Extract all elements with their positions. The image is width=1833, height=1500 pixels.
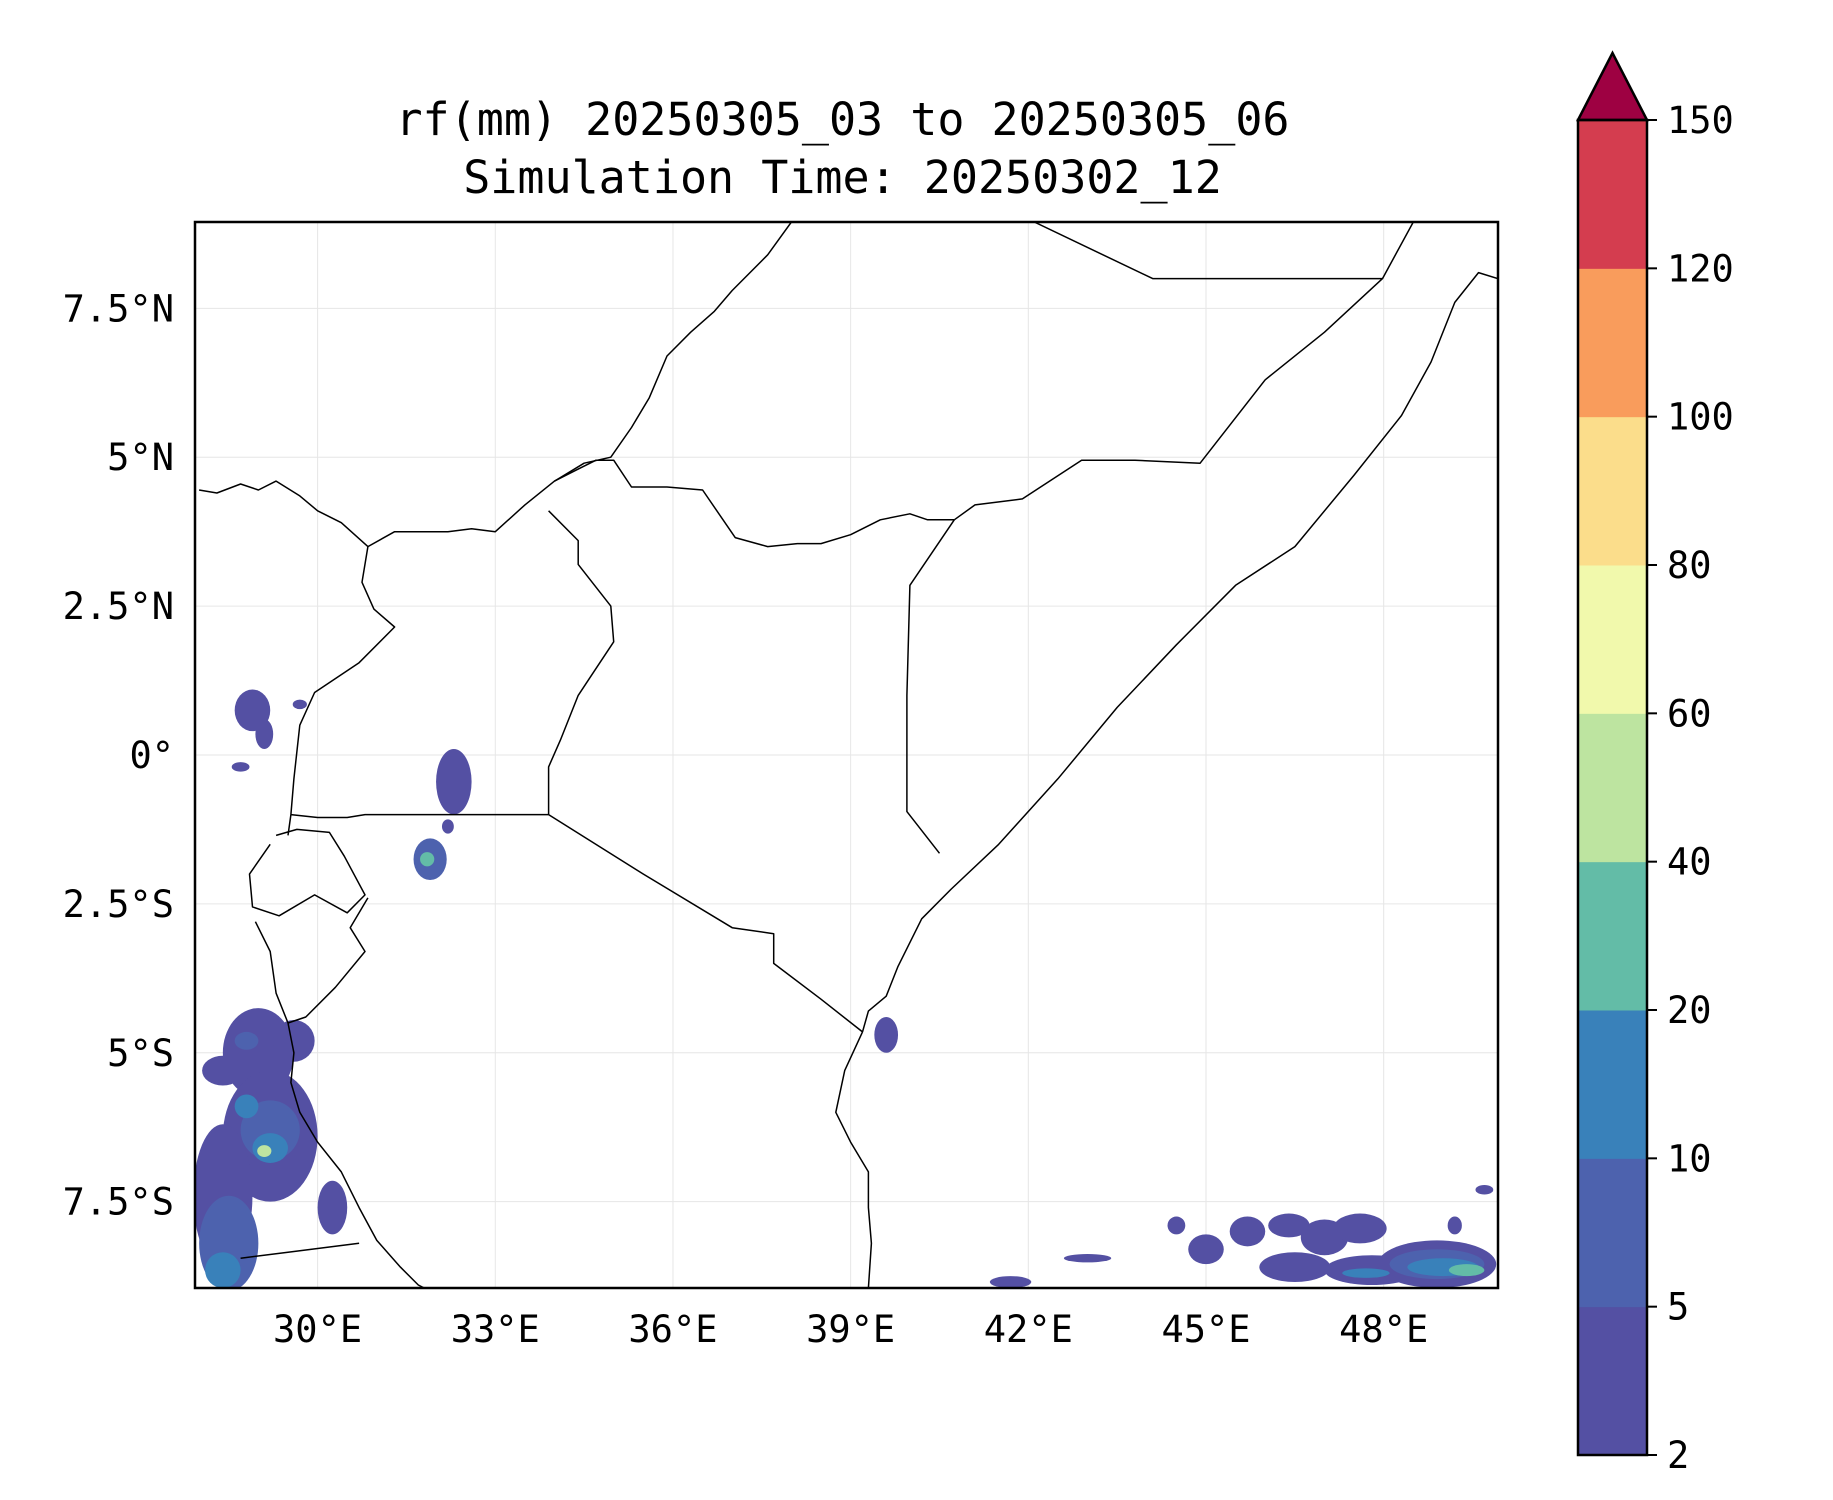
colorbar-tick-label-4: 40 [1667,841,1712,884]
border-line-1 [367,459,955,548]
rain-patch-21 [874,1017,899,1053]
rain-patch-1 [255,719,274,750]
colorbar-segment-2 [1578,1010,1647,1159]
border-line-4 [906,519,955,854]
colorbar-segment-7 [1578,268,1647,418]
colorbar-segment-3 [1578,861,1647,1011]
rain-patch-24 [1167,1216,1186,1235]
border-line-10 [254,921,425,1288]
lat-tick-label-5: 5°S [107,1032,174,1075]
title-line-1: rf(mm) 20250305_03 to 20250305_06 [395,93,1290,146]
colorbar-tick-label-9: 150 [1667,99,1734,142]
border-line-14 [835,1031,873,1288]
gridlines [195,222,1498,1288]
border-line-5 [1033,222,1383,280]
lon-tick-label-1: 33°E [451,1308,540,1351]
lon-tick-label-5: 45°E [1161,1308,1250,1351]
rain-patch-27 [1268,1213,1310,1238]
colorbar-tick-label-7: 100 [1667,396,1734,439]
border-line-0 [198,480,369,548]
border-line-9 [248,828,366,917]
map-frame [193,220,1500,1290]
rain-patch-17 [205,1252,241,1288]
rain-patch-18 [273,1020,315,1062]
colorbar: 2 5 10 20 40 60 80 100 120 150 [1575,50,1734,1477]
rain-patch-23 [1063,1254,1112,1263]
rain-patch-2 [231,762,250,772]
rainfall-contours [195,689,1497,1288]
rain-patch-4 [436,749,472,815]
rain-patch-19 [317,1180,348,1235]
border-line-11 [287,897,369,1024]
rain-patch-15 [234,1094,259,1119]
lat-tick-label-4: 2.5°S [63,883,174,926]
rain-patch-30 [1259,1252,1331,1283]
border-line-7 [287,546,396,836]
colorbar-frame [1576,118,1649,1457]
colorbar-segment-5 [1578,565,1647,714]
lon-tick-label-0: 30°E [273,1308,362,1351]
border-line-13 [861,271,1498,1033]
rain-patch-7 [441,819,454,834]
colorbar-tick-label-2: 10 [1667,1137,1712,1180]
colorbar-segment-8 [1578,120,1647,269]
rain-patch-35 [1448,1264,1485,1277]
lon-tick-label-4: 42°E [984,1308,1073,1351]
rain-patch-6 [420,852,435,867]
lon-tick-label-3: 39°E [806,1308,895,1351]
border-line-8 [290,813,863,1033]
colorbar-tick-label-6: 80 [1667,544,1712,587]
lat-tick-label-6: 7.5°S [63,1181,174,1224]
colorbar-segment-6 [1578,416,1647,566]
lat-tick-label-0: 7.5°N [63,287,174,330]
colorbar-segment-4 [1578,713,1647,863]
rain-patch-14 [257,1145,272,1157]
rain-patch-20 [202,1055,244,1086]
rain-patch-22 [989,1276,1032,1288]
rain-patch-29 [1333,1213,1387,1244]
colorbar-extend-triangle [1575,50,1650,122]
rain-patch-26 [1229,1216,1266,1247]
rain-patch-38 [1447,1216,1462,1235]
colorbar-tick-label-8: 120 [1667,247,1734,290]
rain-patch-16 [234,1031,259,1050]
rain-patch-3 [292,699,307,710]
border-line-6 [547,510,615,815]
lat-tick-label-2: 2.5°N [63,585,174,628]
colorbar-tick-label-3: 20 [1667,989,1712,1032]
lon-tick-label-2: 36°E [628,1308,717,1351]
rain-patch-25 [1188,1234,1224,1265]
longitude-axis: 30°E 33°E 36°E 39°E 42°E 45°E 48°E [273,1308,1428,1351]
colorbar-segment-0 [1578,1306,1647,1456]
colorbar-tick-label-1: 5 [1667,1286,1689,1329]
rain-patch-36 [1342,1268,1390,1278]
lat-tick-label-3: 0° [129,734,174,777]
colorbar-tick-label-0: 2 [1667,1434,1689,1477]
border-line-2 [554,222,793,482]
country-borders [198,222,1498,1288]
lon-tick-label-6: 48°E [1339,1308,1428,1351]
title-line-2: Simulation Time: 20250302_12 [463,151,1222,204]
rain-patch-37 [1475,1184,1494,1195]
latitude-axis: 7.5°N 5°N 2.5°N 0° 2.5°S 5°S 7.5°S [63,287,174,1223]
colorbar-segment-1 [1578,1158,1647,1308]
border-line-12 [240,1242,360,1259]
border-line-3 [953,222,1414,521]
lat-tick-label-1: 5°N [107,436,174,479]
colorbar-tick-label-5: 60 [1667,692,1712,735]
